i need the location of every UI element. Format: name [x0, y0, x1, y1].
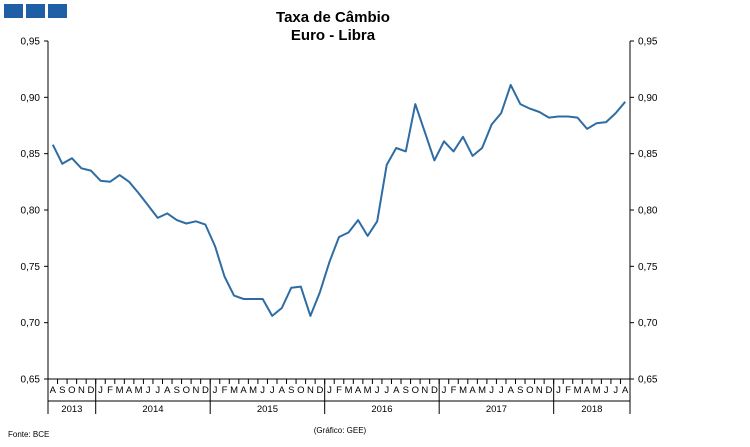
x-year-label: 2013: [61, 404, 82, 415]
x-month-label: N: [421, 385, 428, 396]
x-month-label: N: [78, 385, 85, 396]
x-month-label: D: [316, 385, 323, 396]
logo-square-3: [48, 4, 67, 18]
y-tick-label-right: 0,75: [638, 262, 658, 273]
y-axis-left-ticks: 0,65 0,70 0,75 0,80 0,85 0,90 0,95: [21, 37, 48, 386]
x-month-label: J: [442, 385, 447, 396]
series-line-euro-libra: [51, 83, 626, 317]
x-month-label: S: [403, 385, 409, 396]
y-tick-label-right: 0,85: [638, 149, 658, 160]
x-month-label: N: [536, 385, 543, 396]
y-tick-label-left: 0,70: [21, 318, 41, 329]
x-month-label: J: [213, 385, 218, 396]
x-month-label: A: [164, 385, 171, 396]
x-month-label: O: [297, 385, 304, 396]
x-month-label: O: [412, 385, 419, 396]
y-tick-label-left: 0,85: [21, 149, 41, 160]
y-tick-label-right: 0,95: [638, 37, 658, 48]
x-month-label: J: [98, 385, 103, 396]
x-month-label: N: [307, 385, 314, 396]
x-month-label: J: [384, 385, 389, 396]
x-month-label: J: [375, 385, 380, 396]
x-month-label: A: [393, 385, 400, 396]
x-month-label: J: [155, 385, 160, 396]
x-year-label: 2017: [486, 404, 507, 415]
x-axis-years: 2013 2014 2015 2016 2017 2018: [61, 379, 631, 415]
x-year-label: 2014: [142, 404, 163, 415]
x-month-label: M: [345, 385, 353, 396]
x-month-label: M: [574, 385, 582, 396]
series-group: [51, 83, 626, 317]
x-month-label: A: [279, 385, 286, 396]
y-tick-label-left: 0,90: [21, 93, 41, 104]
x-month-label: J: [260, 385, 265, 396]
x-month-label: M: [478, 385, 486, 396]
logo-square-2: [26, 4, 45, 18]
x-month-label: J: [146, 385, 151, 396]
x-year-label: 2018: [581, 404, 602, 415]
x-month-label: M: [593, 385, 601, 396]
x-month-label: O: [183, 385, 190, 396]
y-tick-label-left: 0,80: [21, 206, 41, 217]
x-month-label: J: [499, 385, 504, 396]
x-month-label: J: [604, 385, 609, 396]
x-month-label: A: [469, 385, 476, 396]
x-month-label: A: [126, 385, 133, 396]
x-month-label: D: [202, 385, 209, 396]
x-month-label: M: [249, 385, 257, 396]
x-month-label: A: [584, 385, 591, 396]
x-month-label: A: [50, 385, 57, 396]
y-tick-label-left: 0,95: [21, 37, 41, 48]
chart-subtitle: Euro - Libra: [291, 27, 376, 44]
y-tick-label-right: 0,80: [638, 206, 658, 217]
x-month-label: M: [116, 385, 124, 396]
y-tick-label-right: 0,70: [638, 318, 658, 329]
x-month-label: S: [174, 385, 180, 396]
x-month-label: O: [68, 385, 75, 396]
x-month-label: J: [556, 385, 561, 396]
logo: [4, 4, 67, 18]
x-month-label: M: [459, 385, 467, 396]
x-year-label: 2016: [371, 404, 392, 415]
x-month-label: O: [526, 385, 533, 396]
x-month-label: A: [508, 385, 515, 396]
y-tick-label-left: 0,65: [21, 375, 41, 386]
x-month-label: J: [489, 385, 494, 396]
x-year-label: 2015: [257, 404, 278, 415]
chart-credit: (Gráfico: GEE): [314, 426, 367, 435]
logo-square-1: [4, 4, 23, 18]
x-month-label: F: [565, 385, 571, 396]
x-month-label: J: [613, 385, 618, 396]
x-month-label: M: [230, 385, 238, 396]
x-month-label: S: [517, 385, 523, 396]
x-month-label: M: [135, 385, 143, 396]
x-month-label: D: [87, 385, 94, 396]
x-month-label: F: [336, 385, 342, 396]
x-month-label: M: [364, 385, 372, 396]
x-month-label: A: [240, 385, 247, 396]
x-month-label: A: [622, 385, 629, 396]
x-month-label: F: [107, 385, 113, 396]
x-month-label: D: [545, 385, 552, 396]
x-month-label: J: [327, 385, 332, 396]
y-tick-label-left: 0,75: [21, 262, 41, 273]
source-note: Fonte: BCE: [8, 430, 49, 439]
x-month-label: A: [355, 385, 362, 396]
x-month-label: J: [270, 385, 275, 396]
x-month-label: F: [451, 385, 457, 396]
x-month-label: D: [431, 385, 438, 396]
x-month-label: S: [59, 385, 65, 396]
axes: [47, 41, 631, 414]
x-month-label: S: [288, 385, 294, 396]
y-axis-right-ticks: 0,65 0,70 0,75 0,80 0,85 0,90 0,95: [630, 37, 658, 386]
x-month-label: F: [222, 385, 228, 396]
x-month-label: N: [192, 385, 199, 396]
y-tick-label-right: 0,65: [638, 375, 658, 386]
y-tick-label-right: 0,90: [638, 93, 658, 104]
chart-title: Taxa de Câmbio: [276, 9, 390, 26]
